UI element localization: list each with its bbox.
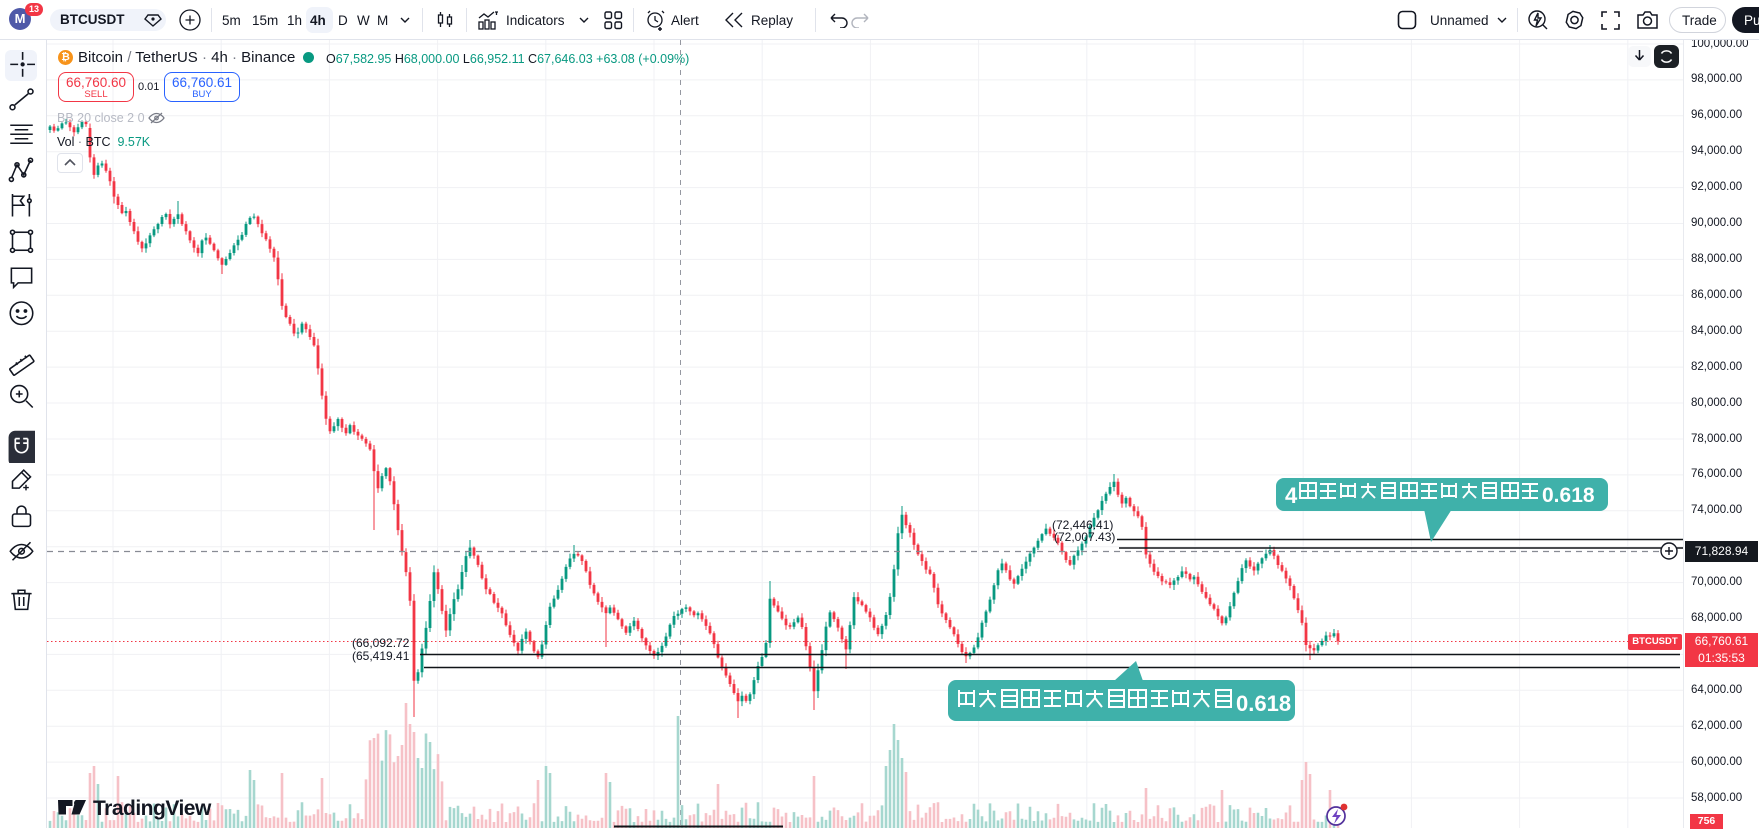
svg-text:0.618: 0.618 <box>1236 691 1291 716</box>
svg-text:TradingView: TradingView <box>93 797 212 820</box>
svg-text:(66,092.72: (66,092.72 <box>352 636 410 650</box>
svg-text:(72,007.43): (72,007.43) <box>1054 530 1115 544</box>
svg-text:(72,446.41): (72,446.41) <box>1052 518 1113 532</box>
svg-text:0.618: 0.618 <box>1542 484 1595 507</box>
svg-text:4: 4 <box>1285 483 1298 508</box>
svg-text:(65,419.41: (65,419.41 <box>352 649 410 663</box>
